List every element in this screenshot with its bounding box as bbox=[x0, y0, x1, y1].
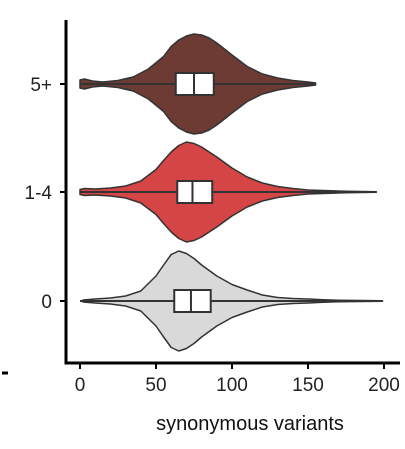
violin-group bbox=[79, 33, 384, 352]
x-tick-label-50: 50 bbox=[145, 375, 166, 396]
x-tick-label-0: 0 bbox=[75, 375, 86, 396]
x-tick-label-200: 200 bbox=[368, 375, 400, 396]
box-1-4 bbox=[176, 180, 214, 204]
violin-1-4 bbox=[79, 141, 378, 243]
violin-5+ bbox=[79, 33, 317, 135]
y-tick-label-5+: 5+ bbox=[30, 75, 52, 96]
box-0 bbox=[173, 289, 212, 313]
violin-0 bbox=[80, 250, 384, 352]
y-tick-label-1-4: 1-4 bbox=[25, 183, 53, 204]
y-tick-label-0: 0 bbox=[41, 292, 52, 313]
x-tick-label-150: 150 bbox=[292, 375, 324, 396]
x-tick-label-100: 100 bbox=[216, 375, 248, 396]
x-axis-title: synonymous variants bbox=[156, 413, 344, 435]
tick-group: 0 1-4 5+ 0 50 100 150 200 bbox=[25, 75, 400, 396]
